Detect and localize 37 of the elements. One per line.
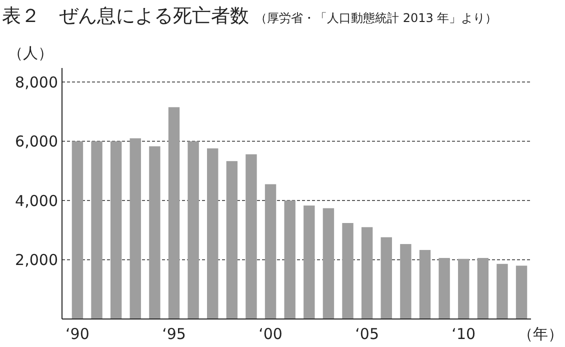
bar bbox=[380, 237, 392, 319]
chart-title: 表２ ぜん息による死亡者数 bbox=[2, 5, 249, 27]
bar bbox=[516, 266, 528, 319]
bar bbox=[110, 141, 122, 319]
bar bbox=[130, 138, 141, 319]
x-tick-label: ‘00 bbox=[258, 325, 282, 343]
bar bbox=[264, 184, 276, 319]
y-axis-title: （人） bbox=[8, 44, 53, 62]
bar bbox=[72, 141, 84, 319]
bar bbox=[149, 146, 160, 319]
y-tick-label: 2,000 bbox=[15, 251, 58, 269]
x-axis-title: （年） bbox=[518, 325, 563, 343]
bar bbox=[477, 258, 489, 319]
bar bbox=[207, 148, 218, 319]
bar bbox=[438, 258, 450, 319]
bar bbox=[400, 244, 412, 319]
bar bbox=[246, 154, 257, 319]
x-tick-label: ‘95 bbox=[162, 325, 186, 343]
bar bbox=[284, 200, 296, 319]
bar bbox=[419, 250, 431, 319]
y-tick-label: 8,000 bbox=[15, 73, 58, 92]
x-tick-label: ‘10 bbox=[452, 325, 476, 343]
y-tick-label: 6,000 bbox=[15, 132, 58, 150]
bar bbox=[168, 107, 180, 319]
bar bbox=[304, 206, 315, 319]
bar bbox=[188, 141, 199, 319]
chart-subtitle: （厚労省・「人口動態統計 2013 年」より） bbox=[255, 11, 498, 25]
x-tick-label: ‘90 bbox=[66, 325, 90, 343]
bar bbox=[342, 223, 354, 319]
bar bbox=[226, 161, 238, 319]
x-tick-label: ‘05 bbox=[355, 325, 380, 343]
y-tick-label: 4,000 bbox=[15, 192, 58, 210]
bar bbox=[91, 141, 102, 319]
bar bbox=[458, 258, 470, 319]
bar bbox=[496, 264, 508, 319]
bar bbox=[322, 208, 334, 319]
bar bbox=[361, 227, 373, 319]
